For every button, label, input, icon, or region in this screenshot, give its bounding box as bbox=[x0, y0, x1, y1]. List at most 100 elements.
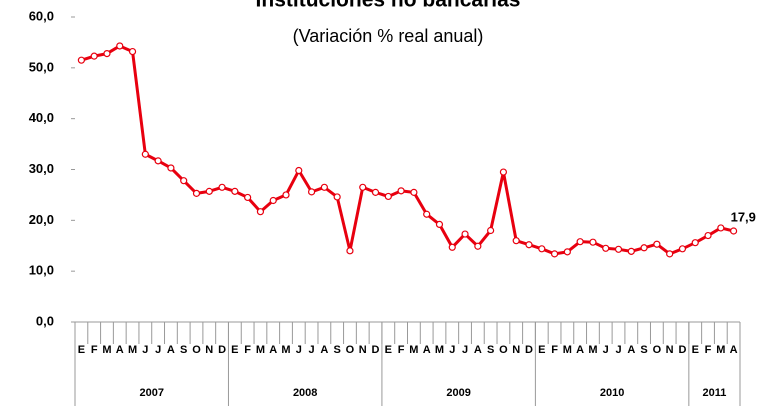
point bbox=[512, 237, 520, 245]
point bbox=[538, 245, 546, 253]
point bbox=[244, 193, 252, 202]
x-tick-label: A bbox=[116, 344, 124, 356]
point bbox=[154, 157, 162, 165]
point bbox=[730, 227, 738, 235]
x-tick-label: A bbox=[730, 344, 738, 356]
x-tick-label: N bbox=[512, 344, 520, 356]
x-group-label: 2011 bbox=[702, 387, 726, 399]
x-tick-label: J bbox=[309, 344, 315, 356]
point bbox=[116, 42, 124, 50]
line bbox=[80, 44, 734, 256]
y-tick-label: 20,0 bbox=[29, 212, 54, 227]
x-tick-label: A bbox=[474, 344, 482, 356]
y-tick-label: 40,0 bbox=[29, 110, 54, 125]
x-tick-label: E bbox=[78, 344, 85, 356]
point bbox=[589, 238, 597, 246]
x-tick-label: E bbox=[538, 344, 545, 356]
x-tick-label: O bbox=[653, 344, 662, 356]
x-tick-label: J bbox=[296, 344, 302, 356]
x-tick-label: N bbox=[205, 344, 213, 356]
x-tick-label: M bbox=[716, 344, 725, 356]
point bbox=[550, 250, 559, 258]
point bbox=[167, 164, 175, 172]
point bbox=[307, 188, 316, 196]
x-tick-label: F bbox=[551, 344, 558, 356]
point bbox=[410, 188, 418, 196]
point bbox=[487, 226, 495, 235]
x-tick-label: J bbox=[449, 344, 455, 356]
x-tick-label: D bbox=[218, 344, 226, 356]
point bbox=[614, 245, 623, 253]
point bbox=[384, 192, 392, 201]
point bbox=[563, 248, 571, 256]
point bbox=[576, 238, 584, 246]
x-tick-label: F bbox=[91, 344, 98, 356]
point bbox=[397, 187, 405, 195]
point bbox=[90, 52, 98, 60]
x-tick-label: M bbox=[435, 344, 444, 356]
x-tick-label: M bbox=[102, 344, 111, 356]
x-group-label: 2008 bbox=[293, 387, 317, 399]
point bbox=[180, 177, 188, 185]
x-tick-label: J bbox=[142, 344, 148, 356]
x-tick-label: F bbox=[244, 344, 251, 356]
y-tick-label: 50,0 bbox=[29, 59, 54, 74]
point bbox=[678, 245, 687, 253]
point bbox=[256, 208, 265, 216]
x-tick-label: J bbox=[462, 344, 468, 356]
x-tick-label: J bbox=[603, 344, 609, 356]
point bbox=[525, 241, 533, 249]
x-group-label: 2009 bbox=[446, 387, 470, 399]
point bbox=[653, 240, 661, 248]
chart-subtitle: (Variación % real anual) bbox=[293, 26, 484, 46]
point bbox=[320, 183, 328, 191]
point bbox=[103, 49, 111, 58]
x-tick-label: A bbox=[269, 344, 277, 356]
point bbox=[141, 150, 149, 158]
data-label: 17,9 bbox=[731, 209, 756, 224]
point bbox=[192, 189, 201, 197]
x-tick-label: O bbox=[346, 344, 355, 356]
x-tick-label: A bbox=[576, 344, 584, 356]
point bbox=[717, 224, 725, 232]
point bbox=[77, 56, 85, 64]
x-tick-label: A bbox=[167, 344, 175, 356]
point bbox=[627, 247, 635, 255]
x-tick-label: D bbox=[525, 344, 533, 356]
y-tick-label: 0,0 bbox=[36, 313, 54, 328]
x-tick-label: S bbox=[640, 344, 647, 356]
point bbox=[333, 193, 341, 201]
x-tick-label: J bbox=[615, 344, 621, 356]
point bbox=[704, 231, 712, 240]
x-tick-label: E bbox=[231, 344, 238, 356]
point bbox=[346, 247, 354, 255]
x-tick-label: M bbox=[588, 344, 597, 356]
point bbox=[435, 220, 444, 228]
x-tick-label: S bbox=[180, 344, 187, 356]
point bbox=[269, 196, 277, 205]
y-tick-label: 60,0 bbox=[29, 8, 54, 23]
point bbox=[602, 244, 610, 252]
x-tick-label: A bbox=[320, 344, 328, 356]
point bbox=[666, 250, 674, 258]
point bbox=[448, 243, 456, 251]
x-tick-label: E bbox=[385, 344, 392, 356]
x-tick-label: F bbox=[398, 344, 405, 356]
x-tick-label: N bbox=[666, 344, 674, 356]
point bbox=[359, 183, 367, 191]
x-tick-label: S bbox=[487, 344, 494, 356]
point bbox=[461, 230, 469, 238]
point bbox=[640, 244, 648, 252]
point bbox=[474, 242, 482, 250]
point bbox=[218, 183, 226, 191]
point bbox=[205, 187, 213, 195]
point bbox=[499, 168, 508, 176]
point bbox=[423, 210, 431, 218]
x-tick-label: M bbox=[256, 344, 265, 356]
point bbox=[231, 187, 239, 195]
x-tick-label: M bbox=[281, 344, 290, 356]
x-tick-label: E bbox=[692, 344, 699, 356]
x-tick-label: N bbox=[359, 344, 367, 356]
